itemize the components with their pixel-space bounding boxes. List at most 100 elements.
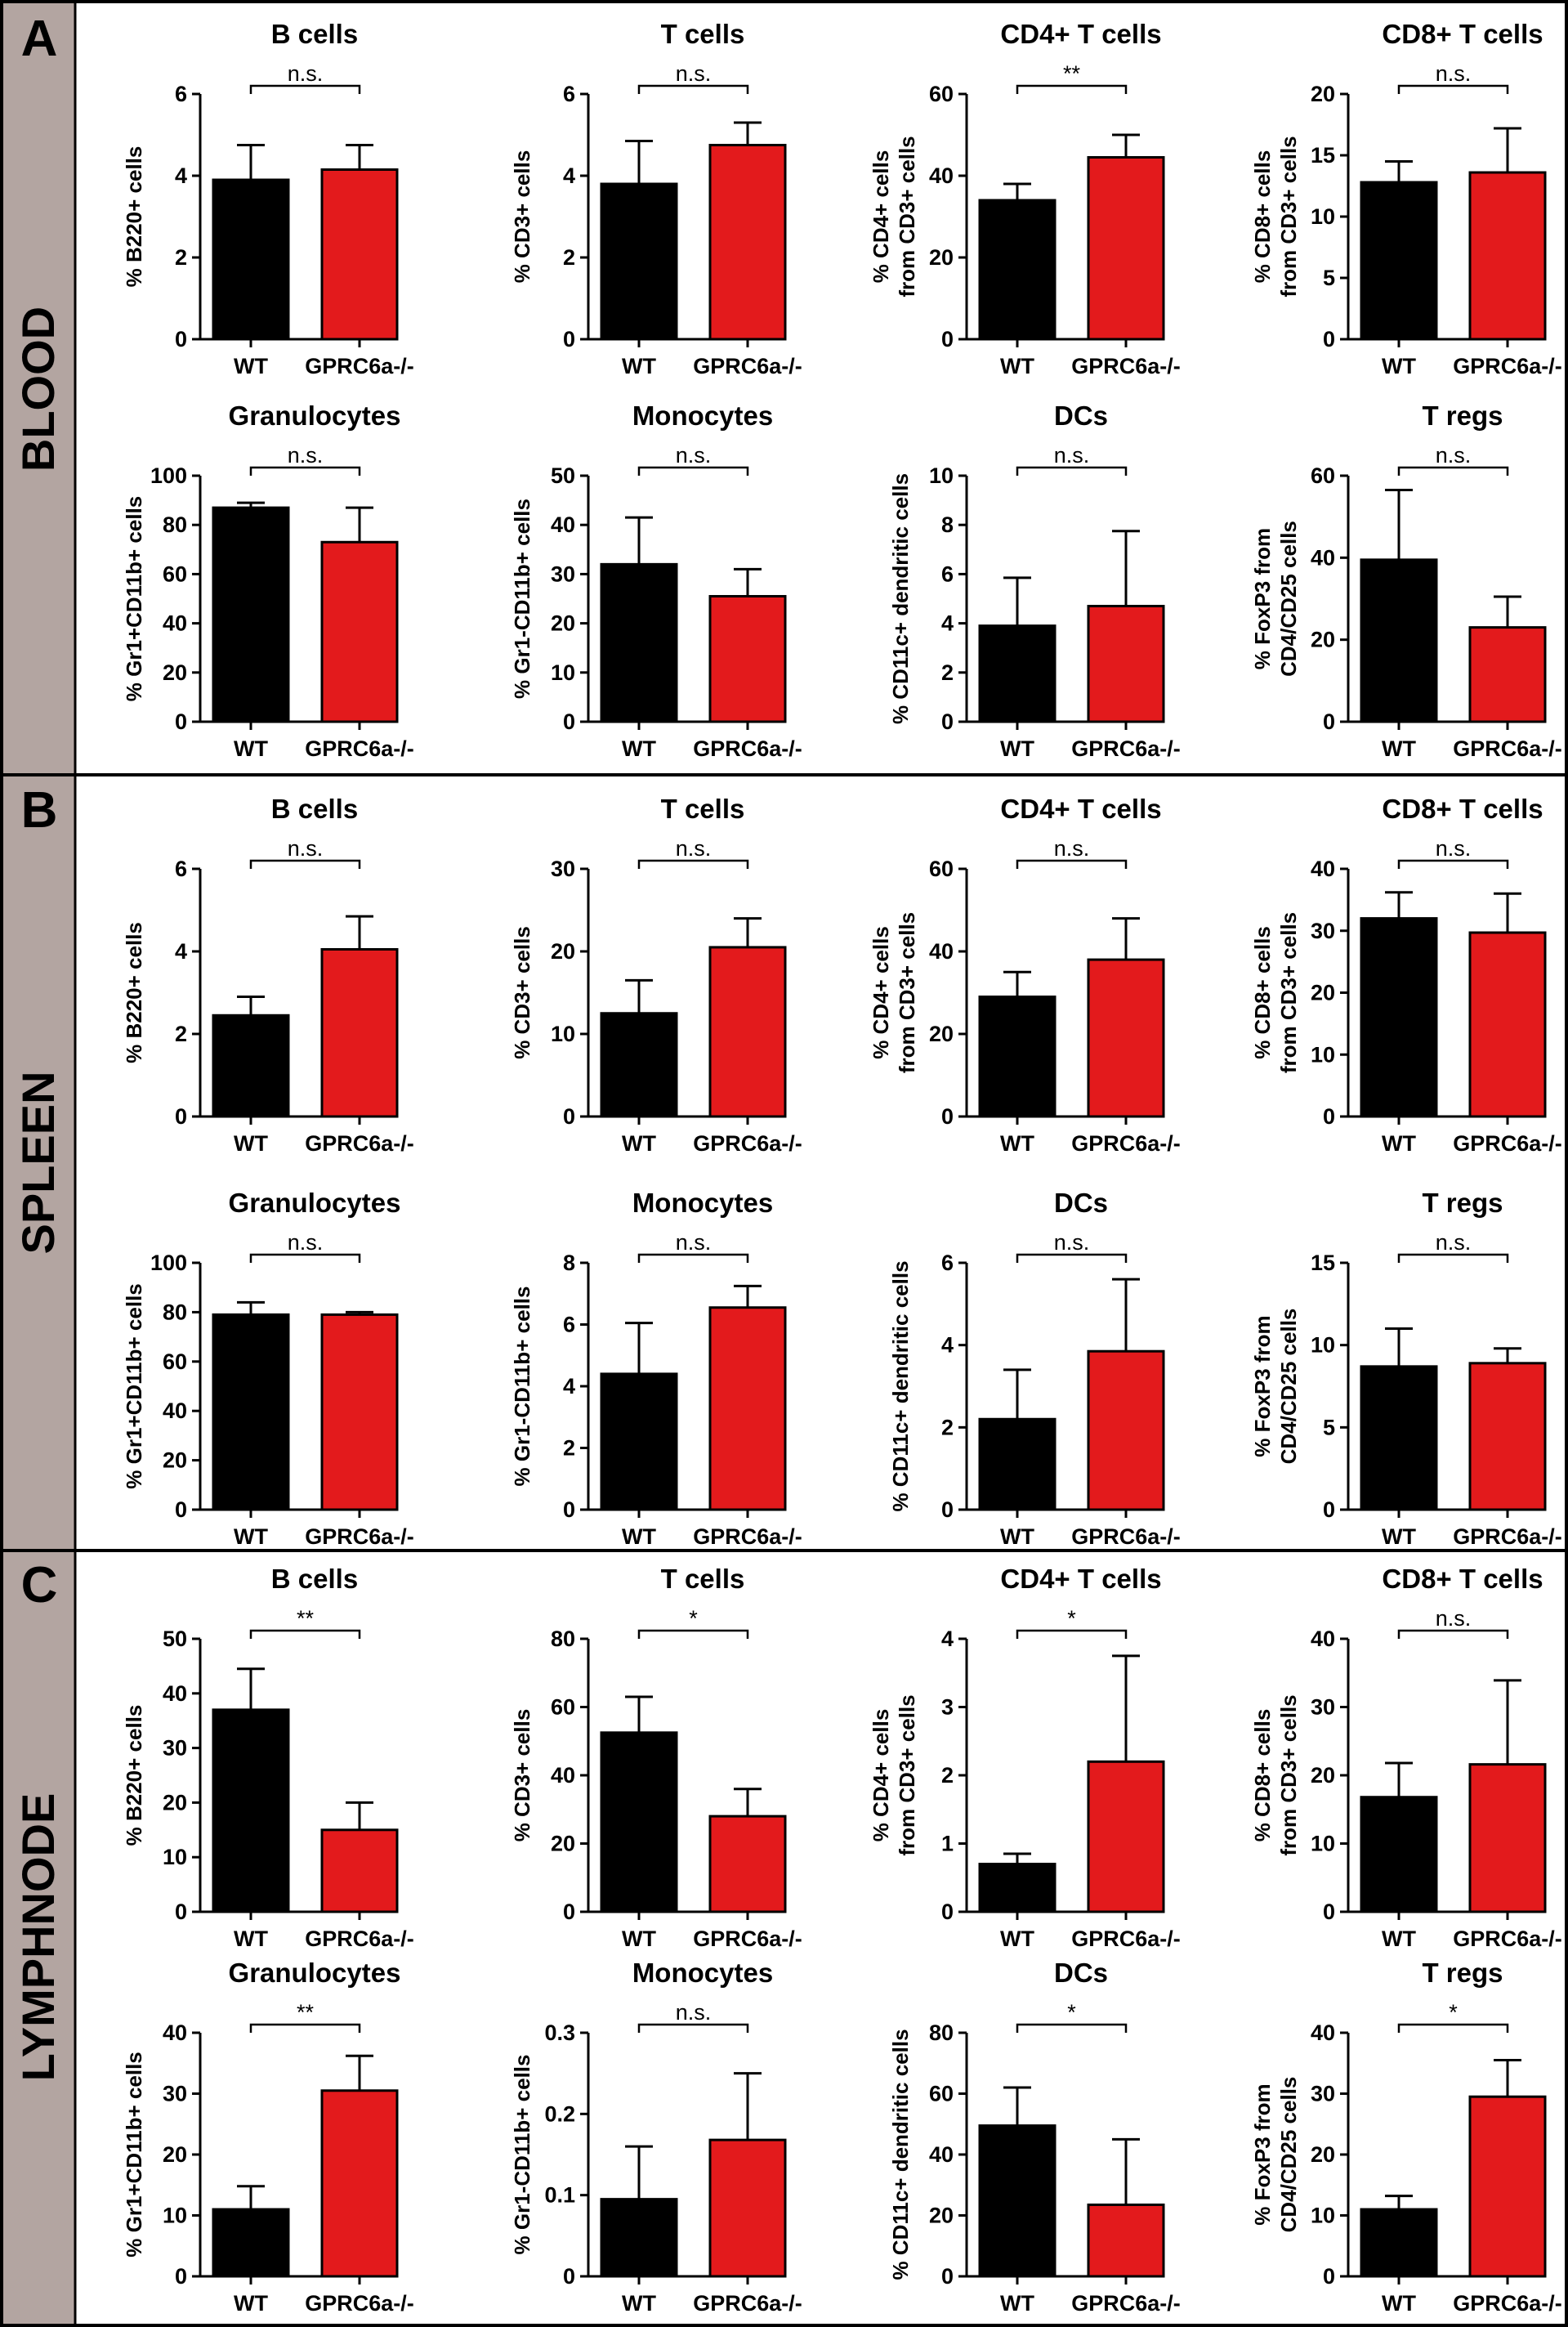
y-tick-label: 20 [929,245,954,270]
y-axis-label: % Gr1+CD11b+ cells [122,1283,146,1488]
bar-wt [1360,2208,1438,2278]
bar-gprc6a-ko [1468,1362,1547,1511]
significance-bracket [637,84,749,94]
x-tick-label: WT [1000,736,1034,761]
chart-title: DCs [1054,401,1108,431]
chart-b-7: DCs % CD11c+ dendritic cells 0 2 4 6 WT GPRC6a-… [888,1188,1181,1549]
y-tick-label: 0.3 [544,2020,575,2045]
y-tick-label: 4 [175,939,187,964]
y-axis-label: % CD8+ cells [1250,1709,1275,1842]
y-axis-label: CD4/CD25 cells [1276,521,1301,677]
y-axis-label: % B220+ cells [122,146,146,288]
chart-c-2: T cells % CD3+ cells 0 20 40 60 80 WT GPRC6a-/- * [510,1564,802,1951]
y-tick-label: 10 [1311,1333,1335,1358]
significance-label: ** [297,2000,315,2025]
y-tick-label: 4 [941,1333,954,1358]
chart-title: CD8+ T cells [1382,19,1543,49]
bar-gprc6a-ko [1468,171,1547,341]
significance-label: n.s. [1054,443,1090,468]
bar-wt [212,1313,290,1511]
y-tick-label: 0 [941,1497,954,1522]
y-tick-label: 4 [941,1627,954,1651]
significance-bracket [249,1629,361,1639]
y-tick-label: 60 [163,1349,187,1374]
y-tick-label: 6 [175,82,187,106]
bar-gprc6a-ko [1468,2095,1547,2278]
bar-gprc6a-ko [708,594,787,723]
y-tick-label: 10 [1311,2204,1335,2228]
bar-wt [978,996,1057,1118]
y-tick-label: 40 [1311,545,1335,570]
y-axis-label: from CD3+ cells [1276,912,1301,1073]
significance-bracket [1397,859,1509,869]
chart-title: T regs [1422,1958,1503,1988]
y-tick-label: 0 [1323,709,1335,734]
x-tick-label: GPRC6a-/- [1071,1524,1181,1549]
y-tick-label: 20 [551,611,575,636]
tissue-stripe [3,3,75,775]
x-tick-label: GPRC6a-/- [693,1524,802,1549]
chart-c-4: CD8+ T cells % CD8+ cells from CD3+ cells 0… [1250,1564,1562,1951]
significance-bracket [249,2023,361,2033]
y-tick-label: 3 [941,1695,954,1720]
significance-label: ** [297,1606,315,1631]
chart-title: T cells [661,794,745,824]
x-tick-label: WT [1000,1131,1034,1156]
y-tick-label: 10 [163,2204,187,2228]
panel-c: C LYMPHNODE [2,1549,1566,2324]
x-tick-label: GPRC6a-/- [305,1524,414,1549]
x-tick-label: WT [622,736,656,761]
chart-b-4: CD8+ T cells % CD8+ cells from CD3+ cells 0… [1250,794,1562,1156]
chart-c-3: CD4+ T cells % CD4+ cells from CD3+ cells 0… [869,1564,1181,1951]
bar-wt [212,178,290,341]
bar-wt [600,2198,678,2278]
chart-c-5: Granulocytes % Gr1+CD11b+ cells 0 10 20 30 40 W… [122,1958,414,2316]
y-axis-label: % CD11c+ dendritic cells [888,473,913,724]
x-tick-label: WT [622,1524,656,1549]
y-tick-label: 40 [163,611,187,636]
y-tick-label: 30 [163,1736,187,1761]
y-tick-label: 0 [563,2264,575,2289]
x-tick-label: GPRC6a-/- [1071,1926,1181,1951]
x-tick-label: WT [234,1131,268,1156]
y-axis-label: from CD3+ cells [1276,136,1301,297]
y-axis-label: % FoxP3 from [1250,1315,1275,1457]
y-axis-label: % CD4+ cells [869,150,893,284]
significance-bracket [637,1253,749,1263]
y-axis-label: from CD3+ cells [895,136,919,297]
y-tick-label: 2 [941,1415,954,1439]
y-tick-label: 2 [175,1022,187,1046]
y-tick-label: 100 [150,1251,187,1275]
y-tick-label: 6 [563,1313,575,1337]
bar-wt [1360,558,1438,723]
chart-a-7: DCs % CD11c+ dendritic cells 0 2 4 6 8 10 WT GPRC… [888,401,1181,761]
x-tick-label: GPRC6a-/- [1453,1926,1562,1951]
bar-gprc6a-ko [1087,1760,1165,1913]
x-tick-label: WT [1000,2291,1034,2316]
y-tick-label: 15 [1311,1251,1335,1275]
y-tick-label: 20 [163,1790,187,1815]
y-tick-label: 2 [941,1763,954,1788]
y-tick-label: 80 [551,1627,575,1651]
bar-gprc6a-ko [320,540,399,723]
y-tick-label: 1 [941,1832,954,1856]
x-tick-label: GPRC6a-/- [693,1131,802,1156]
panel-letter: A [21,11,58,67]
chart-title: CD4+ T cells [1000,19,1161,49]
significance-label: ** [1063,61,1081,86]
y-tick-label: 20 [163,660,187,685]
chart-title: CD8+ T cells [1382,794,1543,824]
significance-bracket [637,2023,749,2033]
tissue-label: LYMPHNODE [12,1793,64,2082]
chart-c-8: T regs % FoxP3 from CD4/CD25 cells 0 10 20 30 4… [1250,1958,1562,2316]
y-tick-label: 20 [1311,628,1335,652]
y-tick-label: 20 [1311,1763,1335,1788]
y-tick-label: 0 [563,1900,575,1924]
significance-bracket [1016,859,1128,869]
bar-gprc6a-ko [708,1815,787,1913]
y-tick-label: 20 [163,2142,187,2167]
y-tick-label: 80 [163,512,187,537]
y-tick-label: 30 [1311,919,1335,943]
chart-title: DCs [1054,1188,1108,1218]
x-tick-label: WT [234,354,268,378]
